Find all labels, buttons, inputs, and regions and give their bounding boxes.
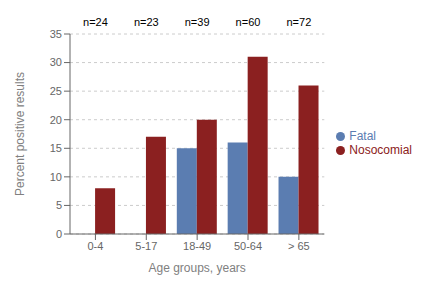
svg-text:50-64: 50-64 [234, 240, 262, 252]
svg-text:n=72: n=72 [286, 16, 311, 28]
svg-text:15: 15 [50, 142, 62, 154]
svg-text:25: 25 [50, 85, 62, 97]
svg-text:35: 35 [50, 28, 62, 40]
svg-text:n=24: n=24 [83, 16, 108, 28]
svg-text:18-49: 18-49 [183, 240, 211, 252]
html-text:Nosocomial: Nosocomial [349, 143, 412, 157]
svg-text:5-17: 5-17 [135, 240, 157, 252]
svg-text:0-4: 0-4 [87, 240, 103, 252]
svg-text:n=23: n=23 [134, 16, 159, 28]
svg-text:> 65: > 65 [288, 240, 310, 252]
svg-text:Percent positive results: Percent positive results [13, 72, 27, 196]
svg-text:10: 10 [50, 171, 62, 183]
svg-text:20: 20 [50, 114, 62, 126]
svg-text:n=39: n=39 [185, 16, 210, 28]
html-text:Fatal: Fatal [349, 129, 376, 143]
svg-text:n=60: n=60 [236, 16, 261, 28]
svg-text:0: 0 [56, 228, 62, 240]
svg-text:5: 5 [56, 199, 62, 211]
svg-text:Age groups, years: Age groups, years [148, 261, 245, 275]
svg-text:30: 30 [50, 56, 62, 68]
